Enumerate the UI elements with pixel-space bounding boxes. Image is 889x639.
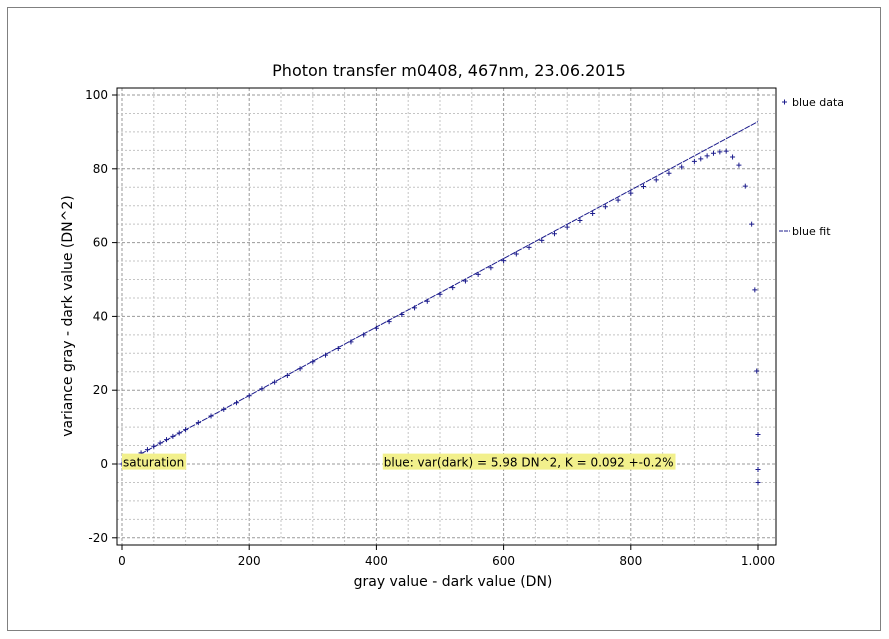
y-tick-label: 20 — [93, 383, 108, 397]
data-point — [170, 433, 176, 439]
data-point — [698, 156, 704, 162]
legend-marker-plus — [782, 99, 787, 105]
data-point — [653, 177, 659, 183]
y-tick-label: 100 — [85, 88, 108, 102]
data-point — [577, 217, 583, 223]
data-point — [679, 164, 685, 170]
data-point — [723, 148, 729, 154]
annotation-text: saturation — [123, 456, 184, 470]
data-point — [628, 190, 634, 196]
data-point — [704, 153, 710, 159]
data-point — [590, 210, 596, 216]
data-point — [164, 437, 170, 443]
x-tick-label: 1.000 — [741, 554, 775, 568]
data-point — [412, 305, 418, 311]
data-point — [208, 413, 214, 419]
legend-label: blue data — [792, 96, 844, 109]
data-point — [551, 231, 557, 237]
legend: blue data blue fit — [779, 96, 844, 238]
data-point — [736, 162, 742, 168]
y-tick-label: 40 — [93, 309, 108, 323]
x-tick-label: 400 — [365, 554, 388, 568]
data-point — [641, 184, 647, 190]
data-point — [564, 224, 570, 230]
data-point — [348, 339, 354, 345]
data-point — [259, 386, 265, 392]
annotation-text: blue: var(dark) = 5.98 DN^2, K = 0.092 +… — [384, 456, 674, 470]
data-point — [539, 237, 545, 243]
data-point — [749, 221, 755, 227]
data-point — [176, 430, 182, 436]
x-tick-label: 0 — [118, 554, 126, 568]
x-tick-labels: 0 200 400 600 800 1.000 — [118, 554, 775, 568]
y-tick-label: -20 — [88, 531, 108, 545]
grid — [117, 88, 776, 545]
legend-item-blue-data: blue data — [782, 96, 844, 109]
y-tick-label: 60 — [93, 236, 108, 250]
data-point — [501, 258, 507, 264]
data-point — [144, 447, 150, 453]
data-point — [424, 298, 430, 304]
chart-title: Photon transfer m0408, 467nm, 23.06.2015 — [272, 61, 626, 80]
data-point — [246, 393, 252, 399]
data-point — [272, 379, 278, 385]
x-axis-title: gray value - dark value (DN) — [354, 574, 553, 590]
data-point — [399, 312, 405, 318]
data-point — [754, 368, 760, 374]
annotation: blue: var(dark) = 5.98 DN^2, K = 0.092 +… — [382, 453, 676, 470]
data-point — [323, 352, 329, 358]
data-point — [195, 420, 201, 426]
data-point — [691, 158, 697, 164]
data-point — [284, 372, 290, 378]
data-point — [755, 431, 761, 437]
annotation: saturation — [122, 453, 187, 470]
annotations: saturation blue: var(dark) = 5.98 DN^2, K… — [122, 453, 676, 470]
data-point — [361, 332, 367, 338]
data-point — [151, 443, 157, 449]
data-point — [752, 287, 758, 293]
data-point — [437, 291, 443, 297]
x-tick-label: 800 — [619, 554, 642, 568]
data-point — [513, 251, 519, 257]
data-point — [450, 285, 456, 291]
data-point — [373, 325, 379, 331]
data-point — [710, 150, 716, 156]
data-point — [335, 346, 341, 352]
data-point — [297, 366, 303, 372]
data-point — [157, 440, 163, 446]
data-point — [730, 154, 736, 160]
tick-marks — [112, 94, 759, 550]
data-point — [526, 244, 532, 250]
annotation-background — [382, 453, 676, 470]
y-tick-label: 80 — [93, 162, 108, 176]
legend-label: blue fit — [792, 225, 831, 238]
data-point — [488, 265, 494, 271]
x-tick-label: 600 — [492, 554, 515, 568]
y-axis-title: variance gray - dark value (DN^2) — [60, 195, 76, 436]
y-tick-labels: -20 0 20 40 60 80 100 — [85, 88, 108, 545]
data-point — [475, 271, 481, 277]
data-point — [755, 479, 761, 485]
data-point — [462, 278, 468, 284]
y-tick-label: 0 — [100, 457, 108, 471]
data-point — [233, 400, 239, 406]
chart-frame — [7, 7, 881, 631]
annotation-background — [122, 453, 187, 470]
data-point — [615, 197, 621, 203]
data-point — [755, 467, 761, 473]
data-point — [717, 149, 723, 155]
data-point — [602, 204, 608, 210]
data-point — [386, 319, 392, 325]
data-point — [310, 359, 316, 365]
data-point — [742, 183, 748, 189]
data-point — [666, 170, 672, 176]
legend-item-blue-fit: blue fit — [779, 225, 831, 238]
data-points — [119, 148, 761, 485]
data-point — [183, 427, 189, 433]
x-tick-label: 200 — [238, 554, 261, 568]
data-point — [221, 406, 227, 412]
